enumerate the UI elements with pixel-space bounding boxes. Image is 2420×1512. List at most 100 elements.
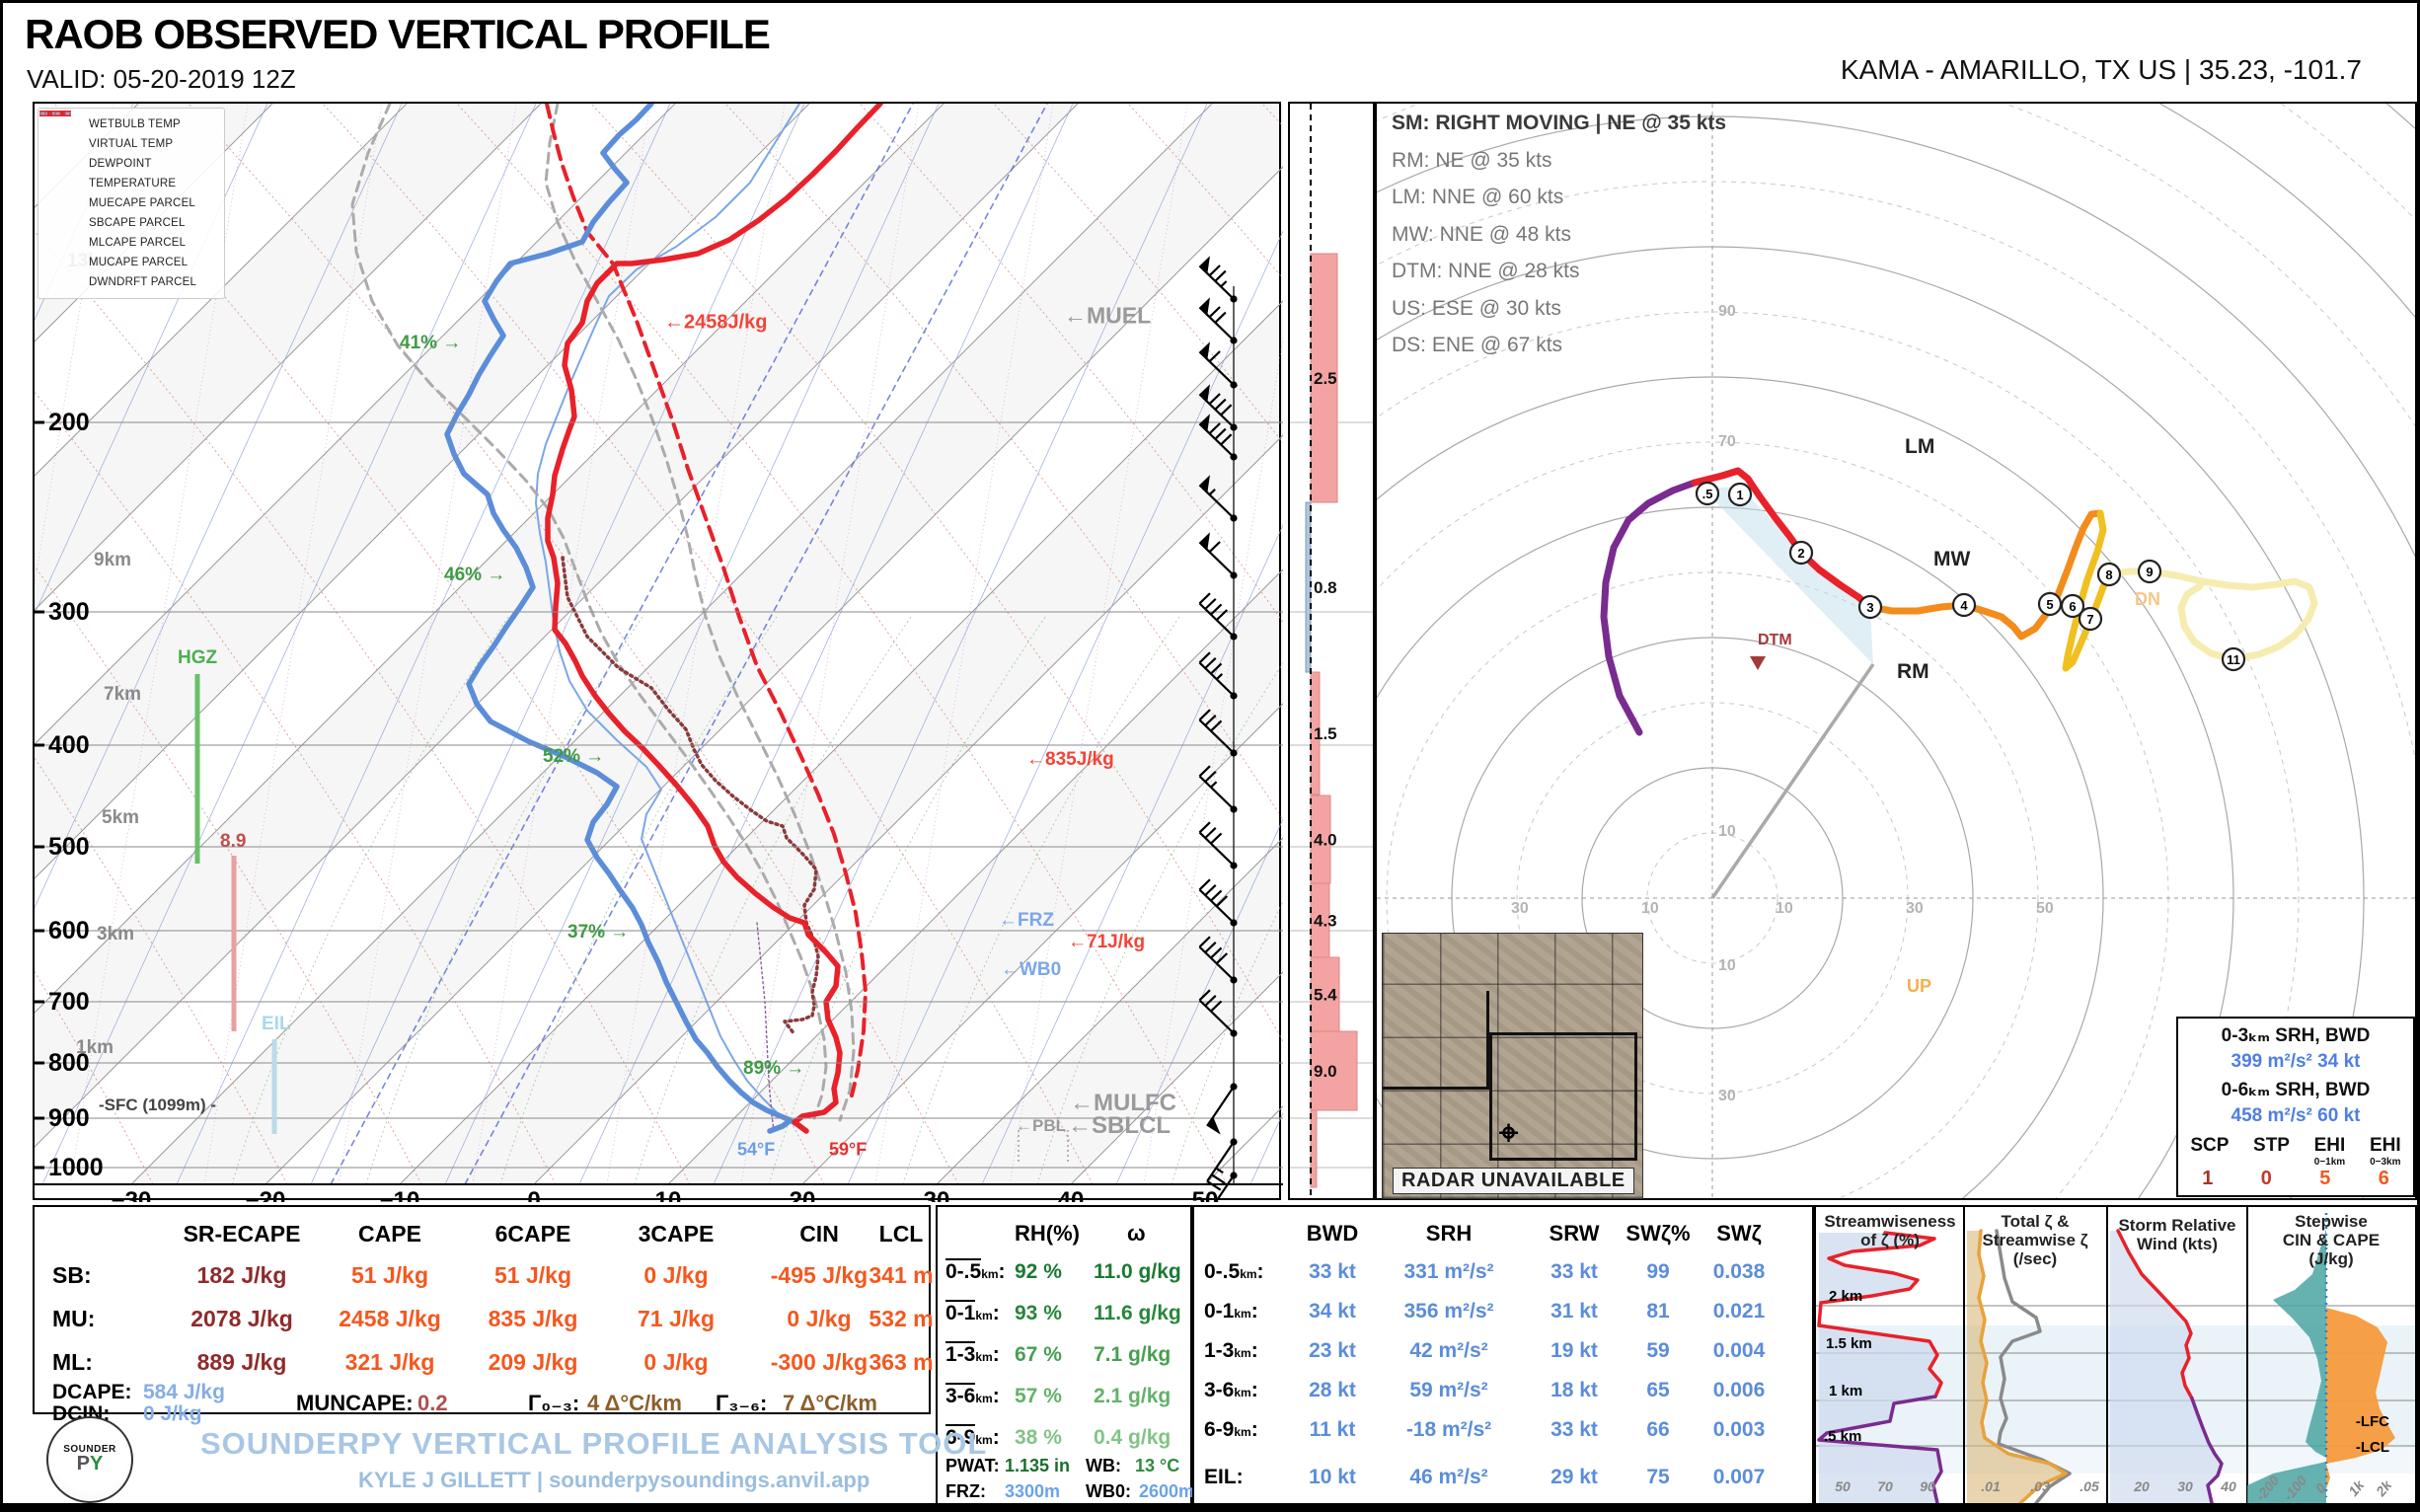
thermo-cell: CAPE [358,1221,421,1247]
hodo-label-rm: RM [1897,660,1929,683]
ring-label: 30 [1511,900,1529,917]
legend-label: DEWPOINT [89,158,152,170]
curve-mlcape [350,104,828,1120]
height-marker-label: 7 [2086,612,2093,627]
height-marker [2078,606,2103,632]
omega-bar-label: 1.5 [1314,724,1337,743]
skewt-plot: 200 300 400 500 600 700 800 900 1000 −30 −20 −10 0 10… [35,104,1283,1202]
ring-label: 10 [1641,900,1659,917]
skewt-annotation: EIL [262,1014,291,1034]
hodo-trace-segment-4 [2105,567,2318,663]
skewt-annotation: HGZ [178,647,218,668]
panel-title: Total ζ & [2002,1212,2070,1231]
thermo-cell: 209 J/kg [488,1349,578,1375]
moisture-cell: 38 % [1015,1426,1062,1449]
kinematics-cell: 10 kt [1309,1466,1356,1488]
kinematics-cell: 19 kt [1550,1339,1598,1362]
kinematics-cell: EIL: [1204,1466,1244,1488]
thermo-cell: 835 J/kg [488,1306,578,1331]
temp-tick-label: −30 [112,1187,152,1202]
county-border [1383,991,1489,1090]
moisture-cell: 11.0 g/kg [1094,1260,1181,1283]
legend-label: MUECAPE PARCEL [89,197,196,209]
kinematics-cell: 0.007 [1712,1466,1766,1488]
skewt-annotation: 8.9 [220,831,247,852]
thermo-cell: SB: [52,1262,92,1288]
sounderpy-logo: SOUNDER PY [46,1416,133,1503]
skewt-annotation: ←PBL [1016,1116,1066,1135]
legend-label: SBCAPE PARCEL [89,217,186,229]
legend-label: MLCAPE PARCEL [89,237,187,249]
kinematics-table: BWD SRH SRW SWζ% SWζ 0-.5km: 33 kt 331 m²/s² 33 … [1192,1205,1814,1505]
hodo-label-lm: LM [1905,435,1934,458]
storm-motion-vector [1710,663,1875,899]
thermo-cell: DCAPE: [52,1381,132,1403]
panel-title: of ζ (%) [1860,1231,1920,1249]
thermo-cell: 889 J/kg [196,1349,287,1375]
panel-tick: 50 [1835,1478,1851,1494]
temp-tick-label: 0 [527,1187,540,1202]
thermo-cell: 0.2 [417,1391,448,1415]
height-marker [1695,481,1720,506]
hodo-trace-segment-0 [1600,479,1699,736]
height-marker [2221,646,2246,672]
thermo-cell: 51 J/kg [494,1262,571,1288]
panel-tick: 30 [2177,1478,2193,1494]
moisture-cell: ω [1127,1221,1146,1246]
lfc-label: -LFC [2356,1413,2389,1430]
height-label: 1km [76,1037,113,1058]
legend-item: DEWPOINT [39,111,216,174]
legend-item: MUECAPE PARCEL [39,112,216,213]
height-marker-label: 6 [2069,599,2076,614]
srh-fill [1702,487,1873,664]
panel-tick: 2k [2372,1476,2395,1500]
kinematics-cell: 46 m²/s² [1409,1466,1488,1488]
skewt-annotation: ←SBLCL [1068,1112,1171,1139]
hodo-label-dn: DN [2135,589,2160,609]
infobox-row: 458 m²/s² 60 kt [2231,1105,2361,1126]
omega-panel: 2.5 0.8 1.5 4.0 4.3 5.4 9.0 [1288,102,1375,1200]
ring-label: 10 [1718,957,1736,974]
storm-motion-line: DTM: NNE @ 28 kts [1392,260,1580,282]
lcl-label: -LCL [2356,1439,2389,1456]
skewt-annotation: ←2458J/kg [664,311,768,334]
thermo-cell: 363 m [869,1349,934,1375]
legend-item: SBCAPE PARCEL [39,112,216,233]
kinematics-cell: 356 m²/s² [1403,1300,1494,1323]
moisture-cell: 57 % [1015,1385,1062,1407]
curve-dewpoint [444,104,794,1134]
temp-tick-label: −20 [246,1187,286,1202]
srh-bwd-infobox: 0-3ₖₘ SRH, BWD 399 m²/s² 34 kt 0-6ₖₘ SRH, … [2176,1017,2415,1197]
moisture-cell: 6-9km: [945,1424,1000,1449]
skewt-annotation: 59°F [829,1139,868,1160]
panel-title: Storm Relative [2118,1216,2235,1235]
skewt-annotation: ←FRZ [999,910,1054,931]
ring-label: 30 [1906,900,1924,917]
omega-bar-label: 0.8 [1314,578,1337,597]
skewt-annotation: 89% → [743,1058,805,1079]
hodograph-panel: 10 70 90 10 30 10 30 10 30 50 LM MW RM DTM UP DN .5 1 2 3 4 5… [1375,102,2417,1200]
storm-motion-line: US: ESE @ 30 kts [1392,296,1561,320]
legend-item: DWNDRFT PARCEL [39,113,216,292]
skewt-annotation: ←835J/kg [1026,749,1114,770]
legend-label: WETBULB TEMP [89,118,181,130]
panel-height-label: 1 km [1829,1383,1862,1399]
kinematics-cell: 66 [1646,1418,1670,1441]
panel-tick: 90 [1920,1478,1935,1494]
ring-label: 70 [1718,433,1736,450]
panel-tick: 20 [2133,1478,2150,1494]
logo-text-py: PY [76,1453,104,1474]
panel-title: Streamwise ζ [1982,1231,2087,1249]
bottom-border [3,1503,2417,1509]
height-label: 3km [97,924,134,945]
thermo-cell: -495 J/kg [770,1262,869,1288]
location-crosshair-icon: ⌖ [1499,1114,1519,1152]
kinematics-cell: 99 [1646,1260,1670,1283]
kinematics-cell: 33 kt [1550,1418,1598,1441]
skewt-annotation: 54°F [737,1139,776,1160]
panel-tick: .05 [2080,1478,2099,1494]
hodo-label-dtm: DTM [1758,632,1792,648]
